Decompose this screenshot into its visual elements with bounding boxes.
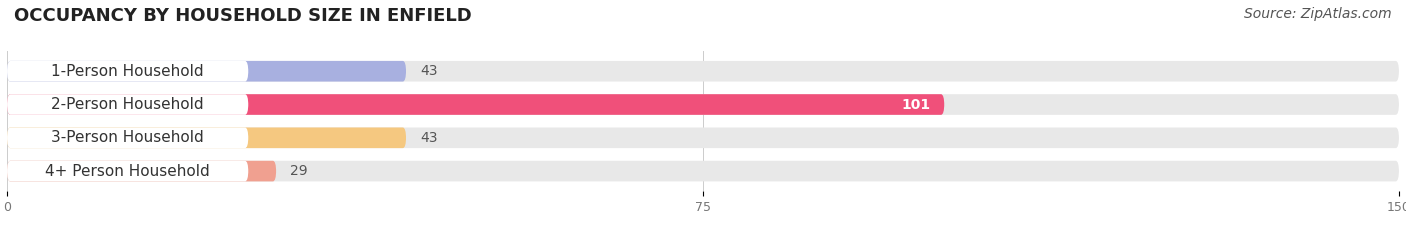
FancyBboxPatch shape [7,61,1399,82]
Text: 4+ Person Household: 4+ Person Household [45,164,209,178]
FancyBboxPatch shape [7,61,249,82]
FancyBboxPatch shape [7,94,249,115]
FancyBboxPatch shape [7,161,276,182]
Text: Source: ZipAtlas.com: Source: ZipAtlas.com [1244,7,1392,21]
Text: 3-Person Household: 3-Person Household [51,130,204,145]
FancyBboxPatch shape [7,127,249,148]
Text: 2-Person Household: 2-Person Household [52,97,204,112]
Text: 43: 43 [420,131,437,145]
FancyBboxPatch shape [7,161,1399,182]
Text: OCCUPANCY BY HOUSEHOLD SIZE IN ENFIELD: OCCUPANCY BY HOUSEHOLD SIZE IN ENFIELD [14,7,472,25]
Text: 1-Person Household: 1-Person Household [52,64,204,79]
FancyBboxPatch shape [7,94,1399,115]
FancyBboxPatch shape [7,127,1399,148]
Text: 101: 101 [901,98,931,112]
Text: 43: 43 [420,64,437,78]
FancyBboxPatch shape [7,94,945,115]
FancyBboxPatch shape [7,161,249,182]
FancyBboxPatch shape [7,61,406,82]
FancyBboxPatch shape [7,127,406,148]
Text: 29: 29 [290,164,308,178]
